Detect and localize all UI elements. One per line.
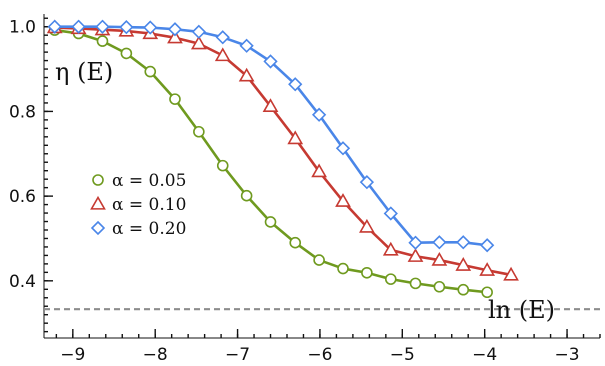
- y-tick-label: 0.6: [9, 187, 36, 207]
- data-point: [119, 19, 134, 35]
- legend-marker: [90, 220, 106, 236]
- y-tick-label: 1.0: [9, 18, 36, 38]
- data-point: [216, 159, 229, 172]
- data-point: [238, 67, 255, 82]
- data-point: [457, 283, 470, 296]
- series-layer: [46, 19, 519, 299]
- legend-entry: α = 0.10: [112, 195, 186, 215]
- data-point: [311, 107, 327, 122]
- data-point: [95, 19, 110, 34]
- data-point: [120, 47, 133, 60]
- y-tick-label: 0.4: [9, 272, 36, 292]
- data-point: [287, 130, 304, 145]
- data-point: [240, 189, 253, 202]
- axes: 0.4 0.6 0.8 1.0 −9 −8 −7 −6 −5 −4 −3: [9, 14, 601, 365]
- data-point: [263, 54, 278, 69]
- data-point: [359, 175, 375, 190]
- data-point: [481, 286, 493, 299]
- data-point: [407, 248, 424, 262]
- x-tick-label: −6: [307, 345, 332, 365]
- data-point: [289, 236, 302, 249]
- y-tick-label: 0.8: [9, 102, 36, 122]
- series-1: [46, 19, 519, 281]
- data-point: [479, 262, 496, 276]
- data-point: [215, 30, 230, 45]
- data-point: [409, 277, 422, 290]
- x-tick-label: −5: [390, 345, 415, 365]
- data-point: [503, 266, 519, 281]
- data-point: [456, 235, 471, 250]
- data-point: [337, 262, 349, 275]
- data-point: [383, 206, 398, 221]
- data-point: [288, 77, 303, 92]
- series-2: [47, 19, 495, 253]
- data-point: [432, 235, 447, 250]
- data-point: [190, 35, 207, 50]
- data-point: [193, 125, 205, 138]
- y-axis-label: η (E): [55, 58, 113, 86]
- data-point: [455, 257, 472, 271]
- data-point: [169, 93, 181, 105]
- data-point: [433, 280, 446, 293]
- series-line: [54, 28, 488, 294]
- data-point: [335, 193, 351, 207]
- legend-entry: α = 0.20: [112, 219, 186, 239]
- data-point: [143, 20, 158, 35]
- data-point: [262, 98, 279, 113]
- data-point: [239, 38, 254, 53]
- x-tick-label: −4: [472, 345, 497, 365]
- legend-marker: [92, 174, 104, 186]
- x-axis-label: ln (E): [488, 296, 555, 324]
- data-point: [96, 35, 109, 47]
- data-point: [431, 251, 448, 266]
- x-tick-label: −7: [225, 345, 250, 365]
- series-0: [48, 24, 493, 299]
- data-point: [71, 19, 86, 34]
- data-point: [408, 235, 423, 250]
- data-point: [144, 65, 157, 78]
- data-point: [167, 22, 183, 37]
- data-point: [313, 254, 325, 266]
- x-tick-label: −3: [555, 345, 580, 365]
- data-point: [214, 47, 231, 62]
- data-point: [359, 218, 375, 233]
- data-point: [311, 163, 327, 178]
- data-point: [384, 273, 397, 285]
- data-point: [382, 241, 399, 256]
- x-tick-label: −8: [143, 345, 168, 365]
- legend-entry: α = 0.05: [112, 171, 186, 191]
- data-point: [361, 266, 373, 279]
- x-tick-label: −9: [60, 345, 85, 365]
- legend-marker: [90, 195, 106, 210]
- data-point: [335, 141, 351, 156]
- data-point: [480, 238, 495, 253]
- data-point: [191, 24, 206, 39]
- data-point: [264, 216, 277, 228]
- data-point: [167, 29, 183, 44]
- data-point: [47, 19, 62, 34]
- legend: α = 0.05 α = 0.10 α = 0.20: [90, 171, 186, 239]
